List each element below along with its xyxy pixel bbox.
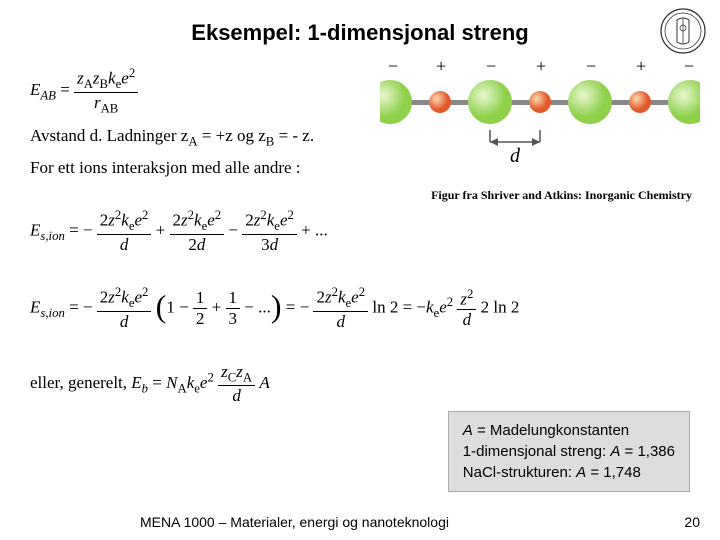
svg-text:−: − xyxy=(486,56,496,76)
madelung-line-2: 1-dimensjonal streng: A = 1,386 xyxy=(463,441,675,462)
footer-course-text: MENA 1000 – Materialer, energi og nanote… xyxy=(140,514,449,530)
svg-text:+: + xyxy=(536,56,546,76)
slide-title: Eksempel: 1-dimensjonal streng xyxy=(0,0,720,56)
madelung-box: A = Madelungkonstanten 1-dimensjonal str… xyxy=(448,411,690,492)
formula-general: eller, generelt, Eb = NAkee2 zCzA d A xyxy=(30,362,690,406)
svg-text:+: + xyxy=(436,56,446,76)
page-number: 20 xyxy=(684,514,700,530)
d-label: d xyxy=(510,145,521,167)
ion-chain-diagram: − + − + − + − d xyxy=(380,50,700,175)
formula-series: Es,ion = − 2z2kee2 d + 2z2kee2 2d − 2z2k… xyxy=(30,208,690,255)
madelung-line-3: NaCl-strukturen: A = 1,748 xyxy=(463,462,675,483)
svg-text:+: + xyxy=(636,56,646,76)
madelung-line-1: A = Madelungkonstanten xyxy=(463,420,675,441)
formula-closed: Es,ion = − 2z2kee2 d (1 − 12 + 13 − ...)… xyxy=(30,285,690,332)
svg-text:−: − xyxy=(684,56,694,76)
svg-text:−: − xyxy=(388,56,398,76)
svg-text:−: − xyxy=(586,56,596,76)
figure-attribution: Figur fra Shriver and Atkins: Inorganic … xyxy=(431,188,692,203)
